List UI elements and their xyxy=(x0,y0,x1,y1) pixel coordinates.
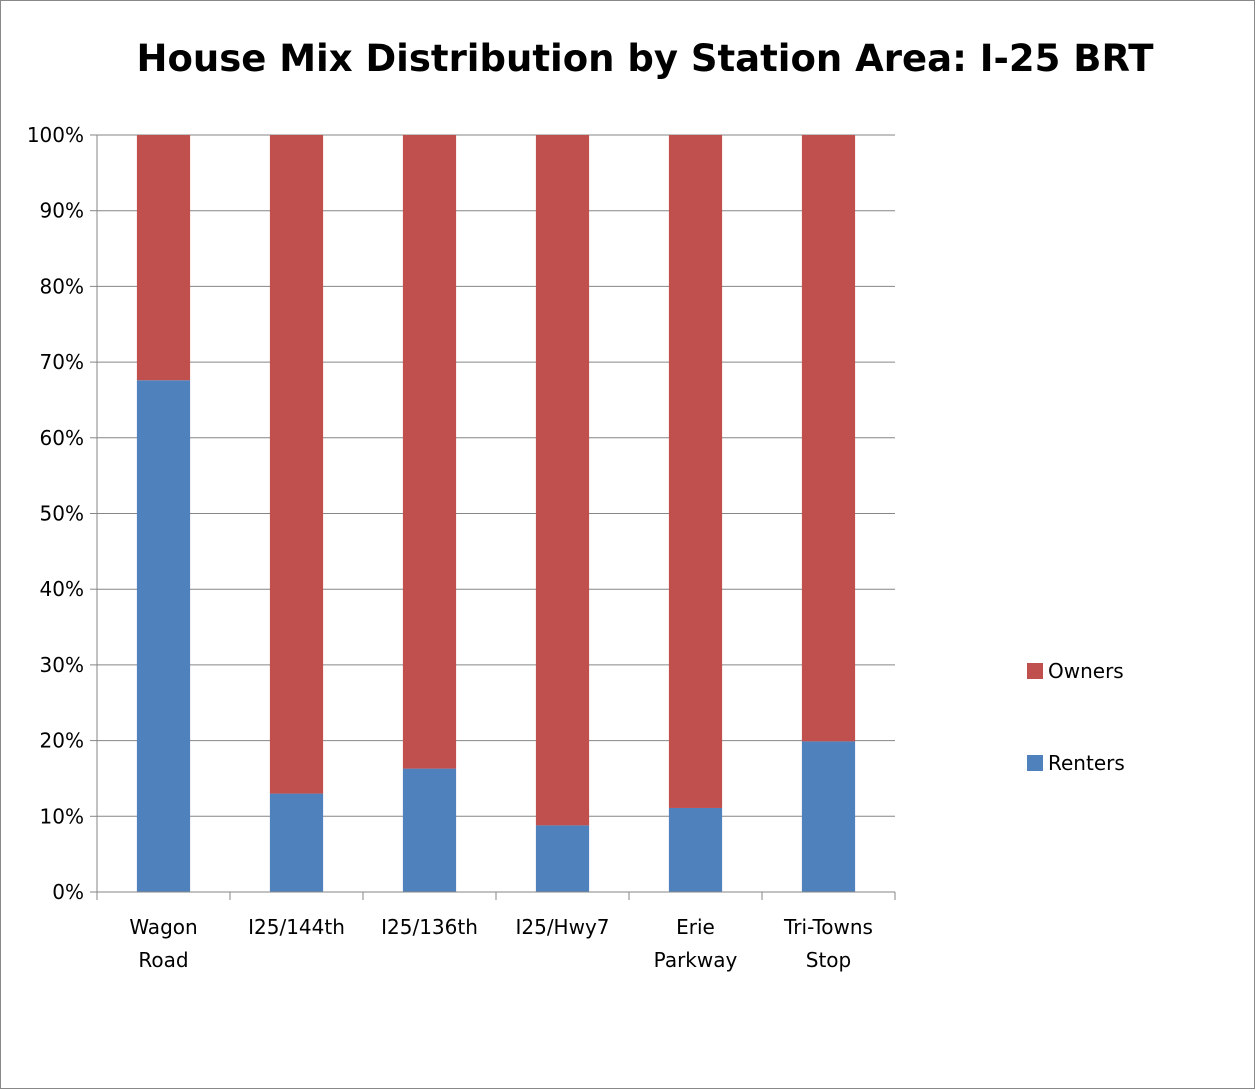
axes xyxy=(90,134,896,900)
y-tick-label: 80% xyxy=(40,274,84,298)
legend-label-owners: Owners xyxy=(1048,659,1124,683)
bar-renters xyxy=(801,741,856,892)
x-category-label: Tri-Towns Stop xyxy=(783,915,873,972)
y-tick-label: 100% xyxy=(27,123,84,147)
x-category-label: Wagon Road xyxy=(129,915,197,972)
bar-renters xyxy=(402,768,457,892)
bar-owners xyxy=(668,135,723,808)
legend-swatch-renters xyxy=(1027,755,1043,771)
y-tick-label: 20% xyxy=(40,729,84,753)
y-tick-label: 50% xyxy=(40,502,84,526)
x-category-label: Erie Parkway xyxy=(654,915,738,972)
bar-owners xyxy=(535,135,590,826)
y-tick-label: 30% xyxy=(40,653,84,677)
x-axis-category-labels: Wagon Road I25/144th I25/136th I25/Hwy7 Erie P… xyxy=(129,915,873,972)
x-category-label-line: Parkway xyxy=(654,948,738,972)
bar-owners xyxy=(402,135,457,769)
x-category-label-line: Stop xyxy=(806,948,851,972)
legend: Owners Renters xyxy=(1027,659,1125,775)
y-tick-label: 70% xyxy=(40,350,84,374)
x-category-label: I25/136th xyxy=(381,915,478,939)
y-tick-label: 90% xyxy=(40,199,84,223)
y-tick-label: 60% xyxy=(40,426,84,450)
x-category-label-line: I25/144th xyxy=(248,915,345,939)
x-category-label-line: Tri-Towns xyxy=(783,915,873,939)
x-category-label-line: I25/136th xyxy=(381,915,478,939)
x-category-label-line: Road xyxy=(138,948,188,972)
x-category-label-line: Wagon xyxy=(129,915,197,939)
bar-renters xyxy=(668,807,723,892)
x-category-label-line: I25/Hwy7 xyxy=(515,915,609,939)
y-tick-label: 10% xyxy=(40,804,84,828)
y-tick-label: 0% xyxy=(52,880,84,904)
bar-renters xyxy=(136,380,191,892)
x-category-label: I25/144th xyxy=(248,915,345,939)
legend-label-renters: Renters xyxy=(1048,751,1125,775)
bar-owners xyxy=(801,135,856,742)
bar-owners xyxy=(269,135,324,794)
chart-title: House Mix Distribution by Station Area: … xyxy=(136,37,1154,80)
bar-renters xyxy=(269,793,324,892)
bar-owners xyxy=(136,135,191,381)
bars xyxy=(136,135,856,892)
legend-swatch-owners xyxy=(1027,663,1043,679)
y-axis-tick-labels: 0% 10% 20% 30% 40% 50% 60% 70% 80% 90% 100% xyxy=(27,123,84,904)
x-category-label-line: Erie xyxy=(676,915,715,939)
y-tick-label: 40% xyxy=(40,577,84,601)
gridlines xyxy=(97,134,895,817)
x-category-label: I25/Hwy7 xyxy=(515,915,609,939)
bar-renters xyxy=(535,825,590,892)
